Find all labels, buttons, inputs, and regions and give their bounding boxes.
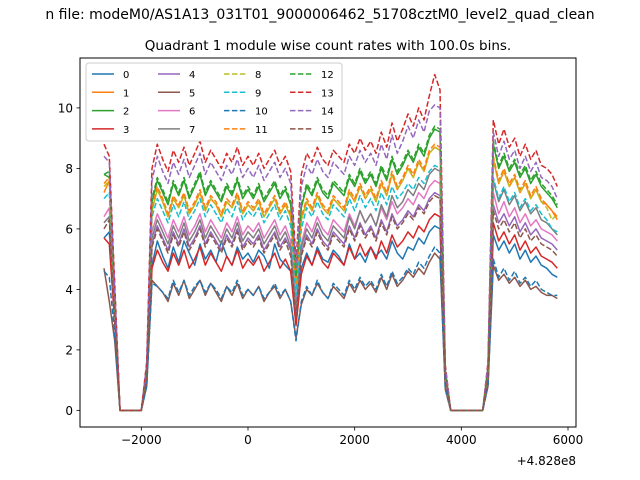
y-tick-label: 4 bbox=[65, 283, 73, 297]
y-tick-label: 2 bbox=[65, 343, 73, 357]
legend-label-2: 2 bbox=[123, 107, 129, 118]
legend-label-13: 13 bbox=[321, 88, 334, 99]
plot-frame bbox=[79, 57, 577, 428]
legend-label-10: 10 bbox=[255, 107, 268, 118]
x-tick-label: 2000 bbox=[339, 433, 370, 447]
legend-box bbox=[85, 62, 343, 142]
series-line-14 bbox=[103, 104, 558, 412]
series-line-11 bbox=[103, 143, 558, 412]
x-axis: −2000 0 2000 4000 6000 bbox=[121, 427, 583, 447]
x-offset-label: +4.828e8 bbox=[517, 454, 576, 468]
legend-label-12: 12 bbox=[321, 70, 334, 81]
plot-series bbox=[103, 73, 558, 412]
x-tick-label: 0 bbox=[244, 433, 252, 447]
legend-label-3: 3 bbox=[123, 125, 129, 136]
x-tick-label: 6000 bbox=[553, 433, 584, 447]
legend-label-7: 7 bbox=[189, 125, 195, 136]
figure-title: n file: modeM0/AS1A13_031T01_9000006462_… bbox=[45, 7, 594, 23]
legend-label-14: 14 bbox=[321, 107, 334, 118]
legend-label-8: 8 bbox=[255, 70, 261, 81]
series-line-13 bbox=[103, 73, 558, 412]
y-axis: 0 2 4 6 8 10 bbox=[58, 101, 80, 418]
y-tick-label: 8 bbox=[65, 162, 73, 176]
y-tick-label: 0 bbox=[65, 404, 73, 418]
y-tick-label: 10 bbox=[58, 101, 73, 115]
chart-title: Quadrant 1 module wise count rates with … bbox=[145, 38, 511, 54]
legend-label-4: 4 bbox=[189, 70, 195, 81]
legend-label-0: 0 bbox=[123, 70, 129, 81]
legend-label-11: 11 bbox=[255, 125, 268, 136]
legend-label-6: 6 bbox=[189, 107, 195, 118]
x-tick-label: −2000 bbox=[121, 433, 162, 447]
legend-label-1: 1 bbox=[123, 88, 129, 99]
y-tick-label: 6 bbox=[65, 222, 73, 236]
series-line-8 bbox=[103, 146, 558, 412]
legend-label-5: 5 bbox=[189, 88, 195, 99]
series-line-15 bbox=[103, 194, 558, 412]
legend-label-9: 9 bbox=[255, 88, 261, 99]
x-tick-label: 4000 bbox=[446, 433, 477, 447]
legend-label-15: 15 bbox=[321, 125, 334, 136]
